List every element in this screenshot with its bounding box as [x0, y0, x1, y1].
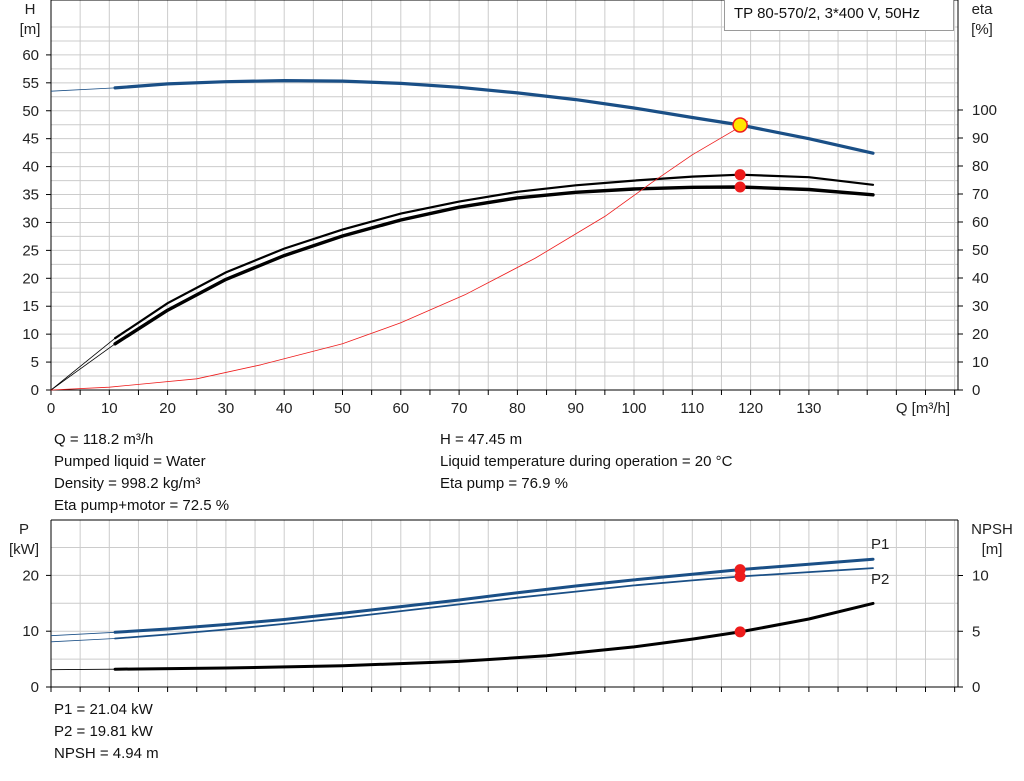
left-tick-label: 10	[22, 623, 39, 640]
right-tick-label: 100	[972, 102, 997, 119]
series-label-p1: P1	[871, 536, 889, 553]
x-tick-label: 50	[334, 400, 351, 417]
x-tick-label: 20	[159, 400, 176, 417]
info-upper-left: Q = 118.2 m³/h Pumped liquid = Water Den…	[54, 429, 229, 517]
x-tick-label: 60	[392, 400, 409, 417]
p2-extension-line	[50, 638, 116, 643]
npsh-extension-line	[50, 668, 116, 671]
right-tick-label: 10	[972, 354, 989, 371]
left-tick-label: 25	[22, 242, 39, 259]
series-label-p2: P2	[871, 571, 889, 588]
left-axis-unit: [kW]	[9, 541, 39, 558]
eta_upper-curve	[114, 173, 875, 340]
left-axis-title: H	[25, 1, 36, 18]
right-tick-label: 80	[972, 158, 989, 175]
info-upper-right: H = 47.45 m Liquid temperature during op…	[440, 429, 732, 495]
x-tick-label: 30	[218, 400, 235, 417]
left-axis-title: P	[19, 521, 29, 538]
duty-point-marker	[734, 570, 746, 582]
operating-point	[732, 117, 748, 133]
npsh-curve	[113, 601, 875, 671]
x-tick-label: 120	[738, 400, 763, 417]
info-density: Density = 998.2 kg/m³	[54, 475, 201, 492]
info-flow: Q = 118.2 m³/h	[54, 431, 154, 448]
head-extension-line	[50, 87, 116, 92]
right-axis-unit: [%]	[971, 21, 993, 38]
right-tick-label: 10	[972, 568, 989, 585]
p1-extension-line	[50, 631, 116, 637]
upper-grid	[50, 0, 959, 391]
left-tick-label: 35	[22, 187, 39, 204]
right-tick-label: 20	[972, 326, 989, 343]
p2-curve	[114, 567, 874, 640]
right-tick-label: 30	[972, 298, 989, 315]
right-axis-title: NPSH	[971, 521, 1013, 538]
info-eta-pump: Eta pump = 76.9 %	[440, 475, 568, 492]
left-tick-label: 0	[31, 679, 39, 696]
x-tick-label: 90	[567, 400, 584, 417]
right-tick-label: 40	[972, 270, 989, 287]
duty-point-marker	[734, 181, 746, 193]
x-tick-label: 100	[621, 400, 646, 417]
right-axis-title: eta	[972, 1, 994, 18]
left-tick-label: 30	[22, 214, 39, 231]
info-pumped-liquid: Pumped liquid = Water	[54, 453, 206, 470]
right-tick-label: 0	[972, 679, 980, 696]
x-axis-title: Q [m³/h]	[896, 400, 950, 417]
right-tick-label: 60	[972, 214, 989, 231]
left-tick-label: 50	[22, 103, 39, 120]
duty-point-marker	[734, 626, 746, 638]
pump-model-label: TP 80-570/2, 3*400 V, 50Hz	[724, 0, 954, 31]
right-axis-unit: [m]	[982, 541, 1003, 558]
left-tick-label: 20	[22, 567, 39, 584]
x-tick-label: 0	[47, 400, 55, 417]
left-tick-label: 15	[22, 298, 39, 315]
info-npsh: NPSH = 4.94 m	[54, 745, 159, 762]
left-axis-unit: [m]	[20, 21, 41, 38]
left-tick-label: 55	[22, 75, 39, 92]
right-tick-label: 90	[972, 130, 989, 147]
info-eta-pump-motor: Eta pump+motor = 72.5 %	[54, 497, 230, 514]
system-curve	[50, 120, 749, 391]
p1-curve	[113, 557, 875, 634]
info-head: H = 47.45 m	[440, 431, 523, 448]
left-tick-label: 60	[22, 47, 39, 64]
x-tick-label: 40	[276, 400, 293, 417]
left-tick-label: 0	[31, 382, 39, 399]
head-curve	[113, 79, 875, 155]
info-p1: P1 = 21.04 kW	[54, 701, 153, 718]
left-tick-label: 40	[22, 159, 39, 176]
right-tick-label: 50	[972, 242, 989, 259]
info-lower: P1 = 21.04 kW P2 = 19.81 kW NPSH = 4.94 …	[54, 699, 159, 765]
x-tick-label: 70	[451, 400, 468, 417]
duty-point-marker	[734, 169, 746, 181]
x-tick-label: 80	[509, 400, 526, 417]
lower-grid	[50, 519, 959, 688]
right-tick-label: 5	[972, 623, 980, 640]
info-liquid-temperature: Liquid temperature during operation = 20…	[440, 453, 733, 470]
left-tick-label: 10	[22, 326, 39, 343]
right-tick-label: 70	[972, 186, 989, 203]
left-tick-label: 45	[22, 131, 39, 148]
eta_upper-extension-line	[50, 337, 116, 391]
right-tick-label: 0	[972, 382, 980, 399]
x-tick-label: 10	[101, 400, 118, 417]
eta_lower-curve	[113, 185, 875, 346]
x-tick-label: 130	[796, 400, 821, 417]
left-tick-label: 5	[31, 354, 39, 371]
left-tick-label: 20	[22, 270, 39, 287]
eta_lower-extension-line	[50, 343, 116, 391]
x-tick-label: 110	[680, 400, 704, 417]
info-p2: P2 = 19.81 kW	[54, 723, 153, 740]
